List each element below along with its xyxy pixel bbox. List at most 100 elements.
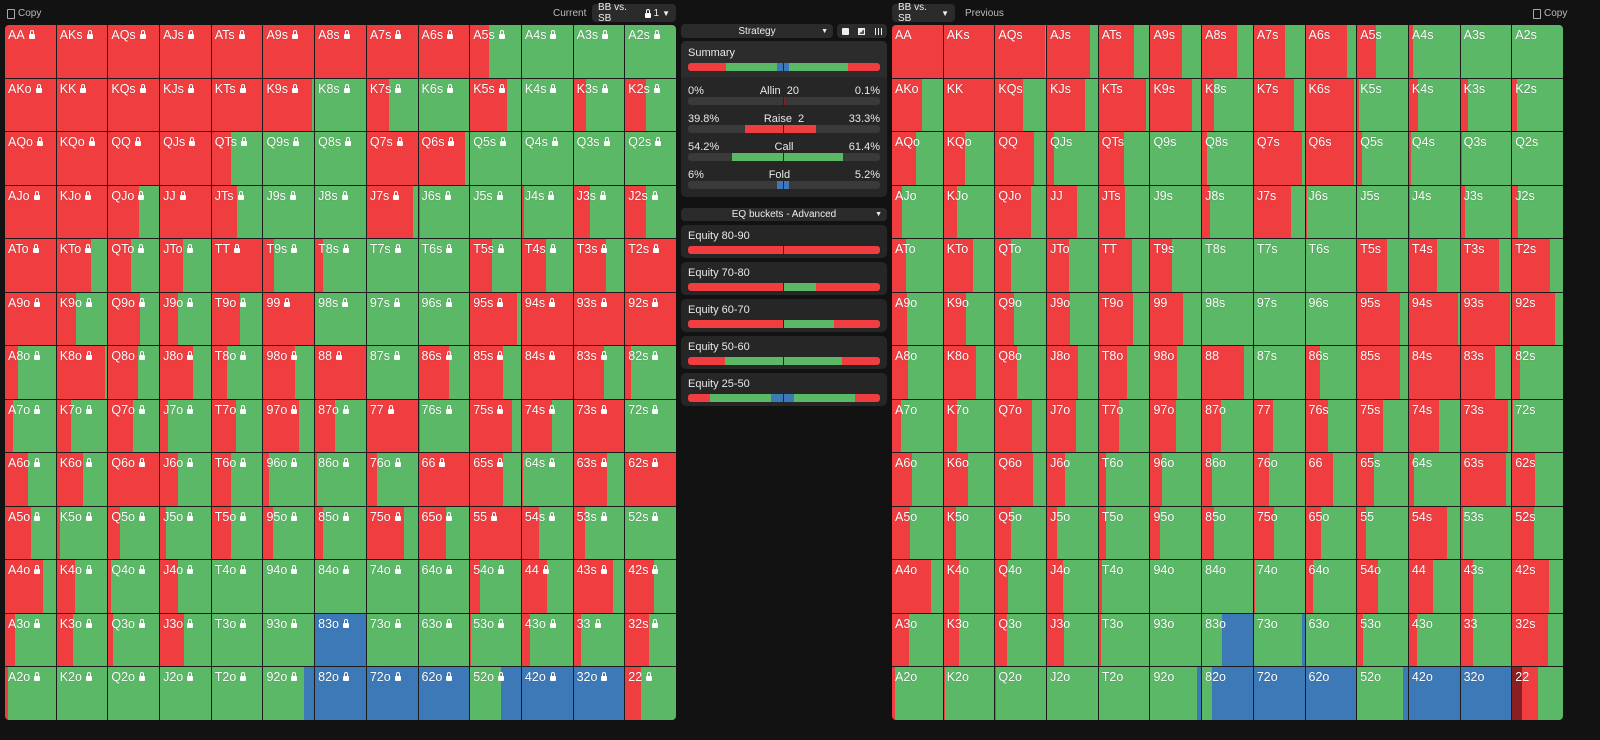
hand-cell[interactable]: 97s <box>366 292 418 346</box>
hand-cell[interactable]: Q3s <box>573 132 625 185</box>
hand-cell[interactable]: A6s <box>418 25 470 78</box>
hand-cell[interactable]: T8o <box>211 346 263 399</box>
hand-cell[interactable]: 75o <box>366 506 418 560</box>
hand-cell[interactable]: QQ <box>995 132 1047 185</box>
hand-cell[interactable]: TT <box>1098 239 1150 292</box>
hand-cell[interactable]: K8s <box>1202 78 1253 132</box>
hand-cell[interactable]: J9s <box>1150 185 1202 239</box>
hand-cell[interactable]: 93s <box>573 292 625 346</box>
hand-cell[interactable]: 96s <box>418 292 470 346</box>
hand-cell[interactable]: J2o <box>1047 667 1098 720</box>
hand-cell[interactable]: K5s <box>470 78 521 132</box>
hand-cell[interactable]: A4o <box>5 560 56 613</box>
hand-cell[interactable]: 73s <box>573 399 625 453</box>
hand-cell[interactable]: JTo <box>160 239 211 292</box>
hand-cell[interactable]: KJo <box>943 185 995 239</box>
hand-cell[interactable]: 77 <box>1253 399 1305 453</box>
hand-cell[interactable]: Q4s <box>1408 132 1460 185</box>
hand-cell[interactable]: K3o <box>943 613 995 667</box>
hand-cell[interactable]: 75o <box>1253 506 1305 560</box>
hand-cell[interactable]: AJo <box>892 185 943 239</box>
hand-cell[interactable]: K6s <box>1305 78 1357 132</box>
hand-cell[interactable]: K7o <box>56 399 108 453</box>
hand-cell[interactable]: KJo <box>56 185 108 239</box>
hand-cell[interactable]: J4s <box>521 185 573 239</box>
hand-cell[interactable]: 97o <box>1150 399 1202 453</box>
hand-cell[interactable]: JJ <box>1047 185 1098 239</box>
hand-cell[interactable]: AA <box>892 25 943 78</box>
hand-cell[interactable]: KQo <box>943 132 995 185</box>
hand-cell[interactable]: 85o <box>1202 506 1253 560</box>
hand-cell[interactable]: QTs <box>1098 132 1150 185</box>
hand-cell[interactable]: 92o <box>263 667 315 720</box>
hand-cell[interactable]: K2o <box>56 667 108 720</box>
hand-cell[interactable]: A3o <box>5 613 56 667</box>
hand-cell[interactable]: QJs <box>1047 132 1098 185</box>
hand-cell[interactable]: AJs <box>160 25 211 78</box>
hand-cell[interactable]: K8s <box>315 78 366 132</box>
hand-cell[interactable]: J4s <box>1408 185 1460 239</box>
hand-cell[interactable]: 74s <box>521 399 573 453</box>
hand-cell[interactable]: 72o <box>1253 667 1305 720</box>
hand-cell[interactable]: T4o <box>211 560 263 613</box>
hand-cell[interactable]: J6s <box>1305 185 1357 239</box>
hand-cell[interactable]: A7s <box>366 25 418 78</box>
hand-cell[interactable]: ATo <box>5 239 56 292</box>
hand-cell[interactable]: 87s <box>1253 346 1305 399</box>
hand-cell[interactable]: 95o <box>263 506 315 560</box>
hand-cell[interactable]: 87o <box>315 399 366 453</box>
hand-cell[interactable]: 54o <box>470 560 521 613</box>
hand-cell[interactable]: 52o <box>470 667 521 720</box>
hand-cell[interactable]: KJs <box>1047 78 1098 132</box>
hand-cell[interactable]: A6s <box>1305 25 1357 78</box>
hand-cell[interactable]: AJs <box>1047 25 1098 78</box>
hand-cell[interactable]: J3o <box>1047 613 1098 667</box>
hand-cell[interactable]: T2s <box>625 239 676 292</box>
hand-cell[interactable]: ATs <box>211 25 263 78</box>
hand-cell[interactable]: ATs <box>1098 25 1150 78</box>
hand-cell[interactable]: KTs <box>211 78 263 132</box>
hand-cell[interactable]: 82o <box>315 667 366 720</box>
hand-cell[interactable]: Q7o <box>108 399 160 453</box>
hand-cell[interactable]: J4o <box>160 560 211 613</box>
hand-cell[interactable]: 94o <box>1150 560 1202 613</box>
hand-cell[interactable]: 72s <box>625 399 676 453</box>
hand-cell[interactable]: J6s <box>418 185 470 239</box>
hand-cell[interactable]: T3s <box>573 239 625 292</box>
hand-cell[interactable]: KTo <box>943 239 995 292</box>
hand-cell[interactable]: 86s <box>1305 346 1357 399</box>
hand-cell[interactable]: K9s <box>1150 78 1202 132</box>
hand-cell[interactable]: 44 <box>1408 560 1460 613</box>
previous-spot-select[interactable]: BB vs. SB ▼ <box>892 2 955 24</box>
hand-cell[interactable]: K8o <box>56 346 108 399</box>
hand-cell[interactable]: Q8o <box>108 346 160 399</box>
hand-cell[interactable]: Q9o <box>108 292 160 346</box>
hand-cell[interactable]: KQs <box>108 78 160 132</box>
hand-cell[interactable]: K2o <box>943 667 995 720</box>
hand-cell[interactable]: 73o <box>1253 613 1305 667</box>
hand-cell[interactable]: 87s <box>366 346 418 399</box>
hand-cell[interactable]: A3s <box>1460 25 1512 78</box>
hand-cell[interactable]: 85s <box>1357 346 1408 399</box>
hand-cell[interactable]: T7o <box>1098 399 1150 453</box>
hand-cell[interactable]: T7s <box>1253 239 1305 292</box>
hand-cell[interactable]: A8s <box>1202 25 1253 78</box>
hand-cell[interactable]: AKo <box>5 78 56 132</box>
hand-cell[interactable]: KJs <box>160 78 211 132</box>
hand-cell[interactable]: K2s <box>1512 78 1563 132</box>
hand-cell[interactable]: J9s <box>263 185 315 239</box>
hand-cell[interactable]: QJo <box>995 185 1047 239</box>
current-spot-select[interactable]: BB vs. SB 1 ▼ <box>592 2 676 24</box>
hand-cell[interactable]: 84o <box>1202 560 1253 613</box>
hand-cell[interactable]: A8o <box>892 346 943 399</box>
hand-cell[interactable]: 32o <box>573 667 625 720</box>
hand-cell[interactable]: 66 <box>1305 453 1357 506</box>
hand-cell[interactable]: J5o <box>1047 506 1098 560</box>
hand-cell[interactable]: KQo <box>56 132 108 185</box>
hand-cell[interactable]: 65s <box>470 453 521 506</box>
hand-cell[interactable]: AQs <box>108 25 160 78</box>
hand-cell[interactable]: J8s <box>315 185 366 239</box>
hand-cell[interactable]: A7s <box>1253 25 1305 78</box>
hand-cell[interactable]: A3o <box>892 613 943 667</box>
hand-cell[interactable]: 74s <box>1408 399 1460 453</box>
